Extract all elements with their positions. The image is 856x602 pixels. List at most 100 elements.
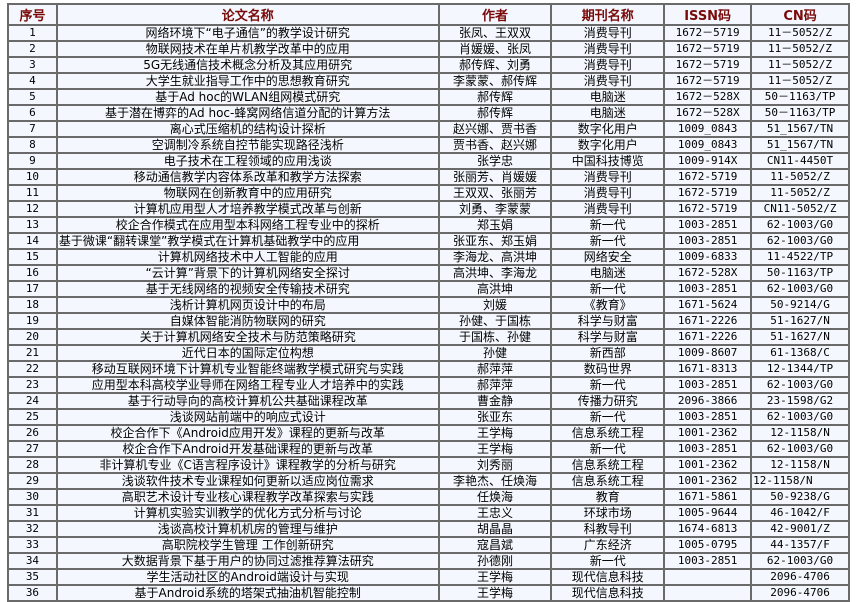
cell-issn: 1003-2851	[663, 440, 753, 458]
cell-issn: 1003-2851	[663, 552, 753, 570]
cell-title: 大数据背景下基于用户的协同过滤推荐算法研究	[55, 552, 440, 570]
cell-journal: 新一代	[550, 552, 666, 570]
cell-index: 28	[7, 456, 58, 474]
cell-author: 刘秀丽	[437, 456, 553, 474]
cell-index: 4	[7, 72, 58, 90]
cell-cn: 11－5052/Z	[750, 56, 850, 74]
cell-issn: 1003-2851	[663, 280, 753, 298]
cell-index: 16	[7, 264, 58, 282]
cell-journal: 消费导刊	[550, 24, 666, 42]
cell-title: 浅谈高校计算机机房的管理与维护	[55, 520, 440, 538]
cell-journal: 新一代	[550, 280, 666, 298]
cell-index: 7	[7, 120, 58, 138]
table-row: 2 物联网技术在单片机教学改革中的应用 肖媛媛、张凤 消费导刊 1672－5719 11－…	[7, 40, 850, 58]
cell-cn: 51-1627/N	[750, 328, 850, 346]
cell-journal: 科学与财富	[550, 312, 666, 330]
cell-title: 计算机应用型人才培养教学模式改革与创新	[55, 200, 440, 218]
cell-journal: 广东经济	[550, 536, 666, 554]
cell-cn: 2096-4706	[750, 568, 850, 586]
cell-title: 近代日本的国际定位构想	[55, 344, 440, 362]
table-row: 21 近代日本的国际定位构想 孙健 新西部 1009-8607 61-1368/C	[7, 344, 850, 362]
header-title: 论文名称	[55, 3, 440, 26]
cell-title: 高职院校学生管理 工作创新研究	[55, 536, 440, 554]
cell-cn: 62-1003/G0	[750, 408, 850, 426]
cell-journal: 中国科技博览	[550, 152, 666, 170]
cell-index: 27	[7, 440, 58, 458]
cell-journal: 消费导刊	[550, 168, 666, 186]
cell-cn: 50-1163/TP	[750, 264, 850, 282]
cell-title: 校企合作下Android开发基础课程的更新与改革	[55, 440, 440, 458]
cell-title: 学生活动社区的Android端设计与实现	[55, 568, 440, 586]
cell-issn: 1005-9644	[663, 504, 753, 522]
cell-journal: 《教育》	[550, 296, 666, 314]
cell-author: 孙健、于国栋	[437, 312, 553, 330]
cell-index: 14	[7, 232, 58, 250]
header-cn: CN码	[750, 3, 850, 26]
cell-issn: 1001-2362	[663, 456, 753, 474]
cell-title: 移动互联网环境下计算机专业智能终端教学模式研究与实践	[55, 360, 440, 378]
cell-author: 王学梅	[437, 440, 553, 458]
cell-title: 离心式压缩机的结构设计探析	[55, 120, 440, 138]
cell-issn: 1001-2362	[663, 472, 753, 490]
cell-title: 5G无线通信技术概念分析及其应用研究	[55, 56, 440, 74]
cell-issn: 1672－528X	[663, 88, 753, 106]
cell-author: 张凤、王双双	[437, 24, 553, 42]
cell-issn: 1672-5719	[663, 184, 753, 202]
cell-cn: 51_1567/TN	[750, 120, 850, 138]
table-row: 12 计算机应用型人才培养教学模式改革与创新 刘勇、李蒙蒙 消费导刊 1672-5719…	[7, 200, 850, 218]
cell-index: 29	[7, 472, 58, 490]
cell-cn: 12-1158/N	[750, 424, 850, 442]
cell-journal: 新一代	[550, 216, 666, 234]
cell-index: 35	[7, 568, 58, 586]
cell-issn: 1672-5719	[663, 168, 753, 186]
cell-journal: 传播力研究	[550, 392, 666, 410]
cell-index: 12	[7, 200, 58, 218]
cell-author: 郑玉娟	[437, 216, 553, 234]
table-row: 11 物联网在创新教育中的应用研究 王双双、张丽芳 消费导刊 1672-5719 11-5…	[7, 184, 850, 202]
cell-author: 王学梅	[437, 568, 553, 586]
cell-index: 6	[7, 104, 58, 122]
cell-journal: 新一代	[550, 408, 666, 426]
cell-cn: 51_1567/TN	[750, 136, 850, 154]
table-row: 24 基于行动导向的高校计算机公共基础课程改革 曹金静 传播力研究 2096-3866 2…	[7, 392, 850, 410]
cell-cn: 42-9001/Z	[750, 520, 850, 538]
cell-journal: 消费导刊	[550, 184, 666, 202]
cell-index: 1	[7, 24, 58, 42]
cell-author: 张亚东	[437, 408, 553, 426]
cell-issn: 1672-5719	[663, 200, 753, 218]
cell-index: 18	[7, 296, 58, 314]
cell-author: 张学忠	[437, 152, 553, 170]
cell-index: 22	[7, 360, 58, 378]
cell-index: 25	[7, 408, 58, 426]
cell-issn: 1672－5719	[663, 72, 753, 90]
cell-title: 移动通信教学内容体系改革和教学方法探索	[55, 168, 440, 186]
table-body: 1 网络环境下“电子通信”的教学设计研究 张凤、王双双 消费导刊 1672－5719 11…	[7, 24, 850, 602]
table-row: 20 关于计算机网络安全技术与防范策略研究 于国栋、孙健 科学与财富 1671-2226…	[7, 328, 850, 346]
cell-cn: CN11-5052/Z	[750, 200, 850, 218]
table-row: 8 空调制冷系统自控节能实现路径浅析 贾书香、赵兴娜 数字化用户 1009_0843 51…	[7, 136, 850, 154]
cell-author: 刘媛	[437, 296, 553, 314]
cell-issn: 1009_0843	[663, 136, 753, 154]
cell-issn: 1005-0795	[663, 536, 753, 554]
cell-author: 刘勇、李蒙蒙	[437, 200, 553, 218]
cell-author: 贾书香、赵兴娜	[437, 136, 553, 154]
cell-index: 11	[7, 184, 58, 202]
cell-author: 曹金静	[437, 392, 553, 410]
cell-title: 空调制冷系统自控节能实现路径浅析	[55, 136, 440, 154]
cell-cn: 50-9214/G	[750, 296, 850, 314]
cell-cn: 46-1042/F	[750, 504, 850, 522]
cell-author: 于国栋、孙健	[437, 328, 553, 346]
cell-index: 8	[7, 136, 58, 154]
cell-title: 物联网技术在单片机教学改革中的应用	[55, 40, 440, 58]
cell-issn: 1671-2226	[663, 312, 753, 330]
cell-title: 关于计算机网络安全技术与防范策略研究	[55, 328, 440, 346]
cell-cn: 11-5052/Z	[750, 168, 850, 186]
cell-title: 自媒体智能消防物联网的研究	[55, 312, 440, 330]
cell-cn: 62-1003/G0	[750, 552, 850, 570]
table-row: 10 移动通信教学内容体系改革和教学方法探索 张丽芳、肖媛媛 消费导刊 1672-571…	[7, 168, 850, 186]
cell-author: 赵兴娜、贾书香	[437, 120, 553, 138]
cell-title: 应用型本科高校学业导师在网络工程专业人才培养中的实践	[55, 376, 440, 394]
cell-journal: 消费导刊	[550, 72, 666, 90]
cell-journal: 环球市场	[550, 504, 666, 522]
cell-journal: 电脑迷	[550, 264, 666, 282]
